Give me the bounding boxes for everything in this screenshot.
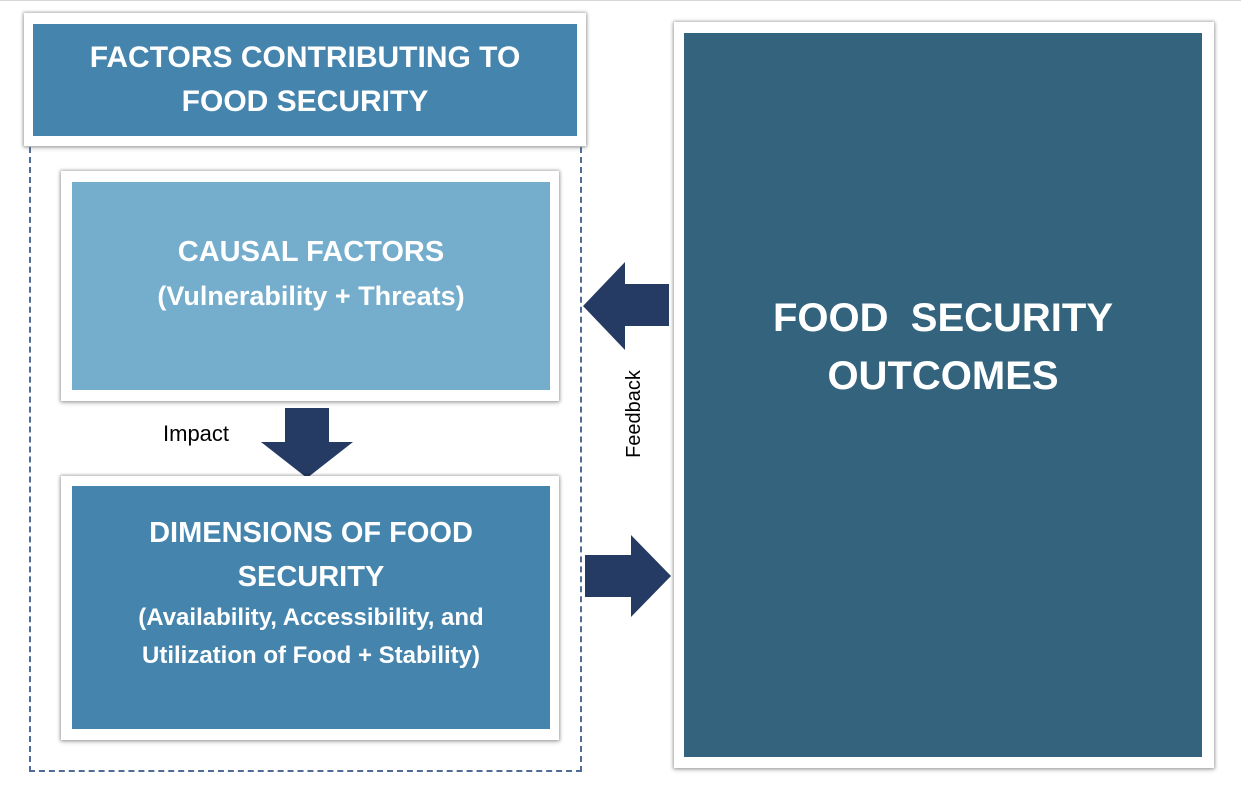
dimensions-detail-line2: Utilization of Food + Stability) xyxy=(142,641,480,669)
outcome-arrow xyxy=(585,535,671,617)
causal-factors-box: CAUSAL FACTORS (Vulnerability + Threats) xyxy=(72,182,550,390)
causal-factors-subtitle: (Vulnerability + Threats) xyxy=(157,281,465,311)
dimensions-title-line2: SECURITY xyxy=(237,560,385,593)
factors-header-line2: FOOD SECURITY xyxy=(181,85,429,118)
dimensions-title-line1: DIMENSIONS OF FOOD xyxy=(149,516,473,549)
dimensions-box: DIMENSIONS OF FOOD SECURITY (Availabilit… xyxy=(72,486,550,729)
impact-label: Impact xyxy=(163,421,230,446)
factors-group-frame xyxy=(29,147,582,772)
outcomes-title-line1: FOOD SECURITY xyxy=(772,296,1114,340)
feedback-arrow xyxy=(583,262,669,350)
top-divider-line xyxy=(0,0,1241,1)
feedback-label: Feedback xyxy=(623,370,645,458)
factors-header-line1: FACTORS CONTRIBUTING TO xyxy=(89,41,521,74)
outcomes-box: FOOD SECURITY OUTCOMES xyxy=(684,33,1202,757)
outcomes-title-line2: OUTCOMES xyxy=(827,354,1059,398)
impact-arrow xyxy=(261,408,353,478)
dimensions-detail-line1: (Availability, Accessibility, and xyxy=(138,603,484,631)
factors-header: FACTORS CONTRIBUTING TO FOOD SECURITY xyxy=(33,24,577,136)
causal-factors-title: CAUSAL FACTORS xyxy=(177,236,445,268)
